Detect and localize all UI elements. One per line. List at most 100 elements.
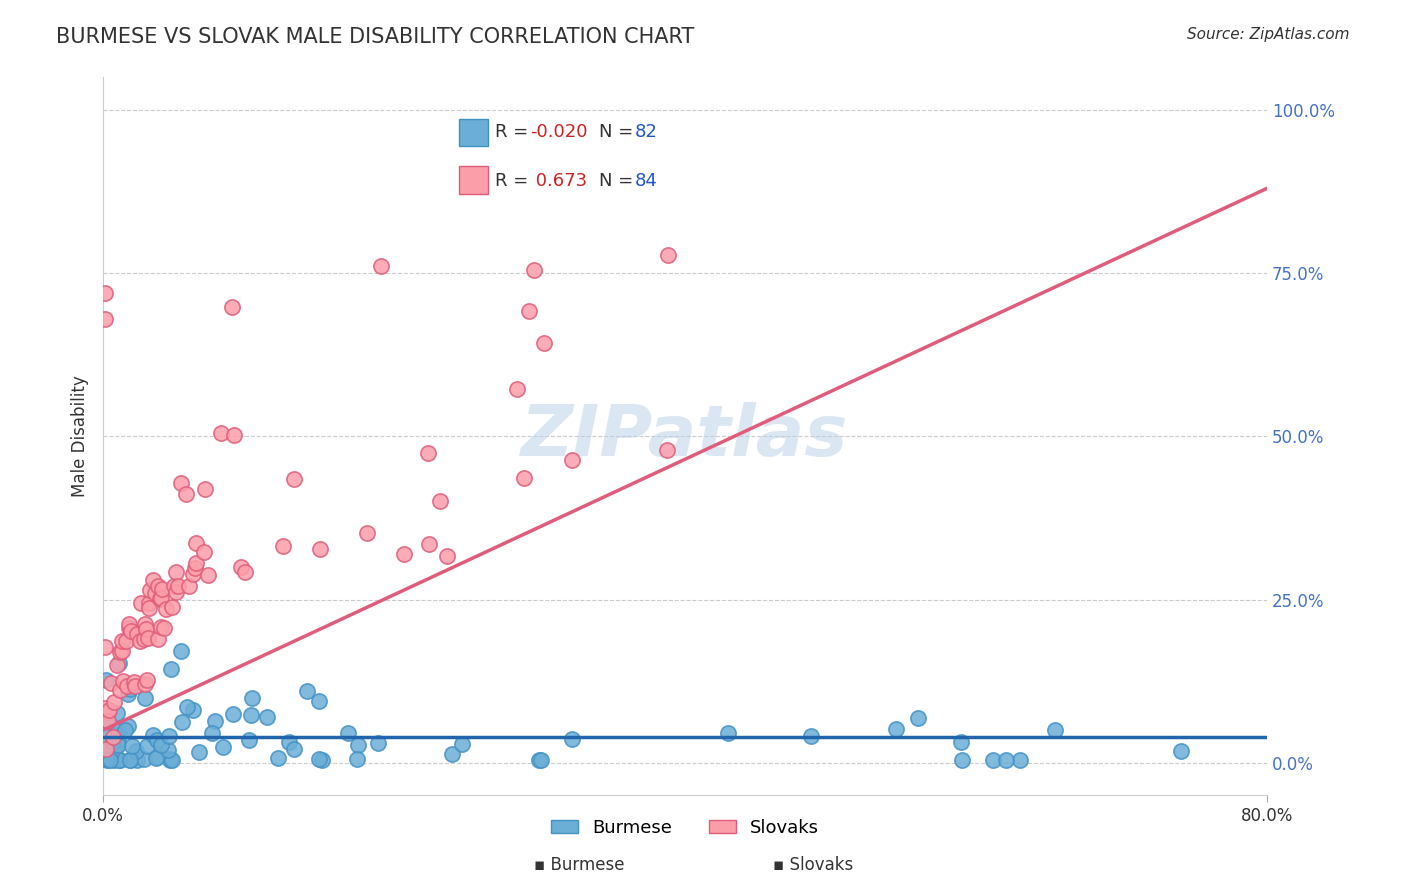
Point <box>120 752 142 766</box>
Point <box>136 673 159 687</box>
Point <box>308 693 330 707</box>
Point <box>1008 752 1031 766</box>
Point <box>174 486 197 500</box>
Point <box>101 735 124 749</box>
Point <box>145 750 167 764</box>
Point <box>105 706 128 721</box>
Point <box>120 624 142 639</box>
Point <box>273 539 295 553</box>
Point <box>1043 723 1066 737</box>
Point <box>221 301 243 315</box>
Point <box>93 729 115 743</box>
Text: Source: ZipAtlas.com: Source: ZipAtlas.com <box>1187 27 1350 42</box>
Point <box>157 743 180 757</box>
Point <box>295 684 318 698</box>
Point <box>177 579 200 593</box>
Point <box>512 471 534 485</box>
Point <box>527 752 550 766</box>
Point <box>176 700 198 714</box>
Point <box>884 722 907 736</box>
Point <box>143 586 166 600</box>
Point <box>108 683 131 698</box>
Point <box>135 622 157 636</box>
Point <box>107 724 129 739</box>
Point <box>138 596 160 610</box>
Point <box>136 739 159 753</box>
Point <box>160 662 183 676</box>
Point <box>533 335 555 350</box>
Text: ZIPatlas: ZIPatlas <box>522 402 849 471</box>
Point <box>907 711 929 725</box>
Text: ▪ Slovaks: ▪ Slovaks <box>773 855 853 873</box>
Point <box>184 560 207 574</box>
Point <box>197 568 219 582</box>
Point <box>145 732 167 747</box>
Point <box>108 752 131 766</box>
Point <box>146 750 169 764</box>
Point <box>100 746 122 760</box>
Point <box>717 726 740 740</box>
Point <box>96 752 118 766</box>
Point <box>108 645 131 659</box>
Point <box>277 735 299 749</box>
Point <box>107 739 129 753</box>
Point <box>149 592 172 607</box>
Point <box>111 634 134 648</box>
Point <box>212 740 235 755</box>
Point <box>108 657 131 671</box>
Point <box>138 600 160 615</box>
Point <box>125 744 148 758</box>
Point <box>155 602 177 616</box>
Point <box>100 675 122 690</box>
Point <box>561 453 583 467</box>
Point <box>150 620 173 634</box>
Point <box>114 723 136 737</box>
Point <box>238 732 260 747</box>
Point <box>187 745 209 759</box>
Point <box>356 526 378 541</box>
Point <box>167 579 190 593</box>
Point <box>184 536 207 550</box>
Point <box>347 739 370 753</box>
Point <box>97 714 120 728</box>
Point <box>159 752 181 766</box>
Point <box>105 658 128 673</box>
Point <box>114 634 136 648</box>
Point <box>96 713 118 727</box>
Point <box>118 752 141 766</box>
Point <box>98 752 121 766</box>
Point <box>950 752 973 766</box>
Point <box>103 695 125 709</box>
Y-axis label: Male Disability: Male Disability <box>72 376 89 498</box>
Point <box>194 482 217 496</box>
Point <box>148 632 170 646</box>
Point <box>118 621 141 635</box>
Point <box>93 285 115 300</box>
Point <box>128 633 150 648</box>
Point <box>146 579 169 593</box>
Point <box>153 621 176 635</box>
Point <box>950 734 973 748</box>
Point <box>429 493 451 508</box>
Point <box>107 733 129 747</box>
Point <box>94 701 117 715</box>
Point <box>308 541 330 556</box>
Point <box>159 752 181 766</box>
Point <box>134 677 156 691</box>
Point <box>115 679 138 693</box>
Point <box>103 752 125 766</box>
Point <box>418 446 440 460</box>
Point <box>162 599 184 614</box>
Point <box>657 248 679 262</box>
Point <box>142 574 165 588</box>
Point <box>134 751 156 765</box>
Point <box>157 729 180 743</box>
Point <box>165 584 187 599</box>
Point <box>186 556 208 570</box>
Point <box>96 673 118 687</box>
Point <box>311 752 333 766</box>
Point <box>235 565 257 579</box>
Point <box>267 751 290 765</box>
Point <box>121 739 143 753</box>
Point <box>222 706 245 721</box>
